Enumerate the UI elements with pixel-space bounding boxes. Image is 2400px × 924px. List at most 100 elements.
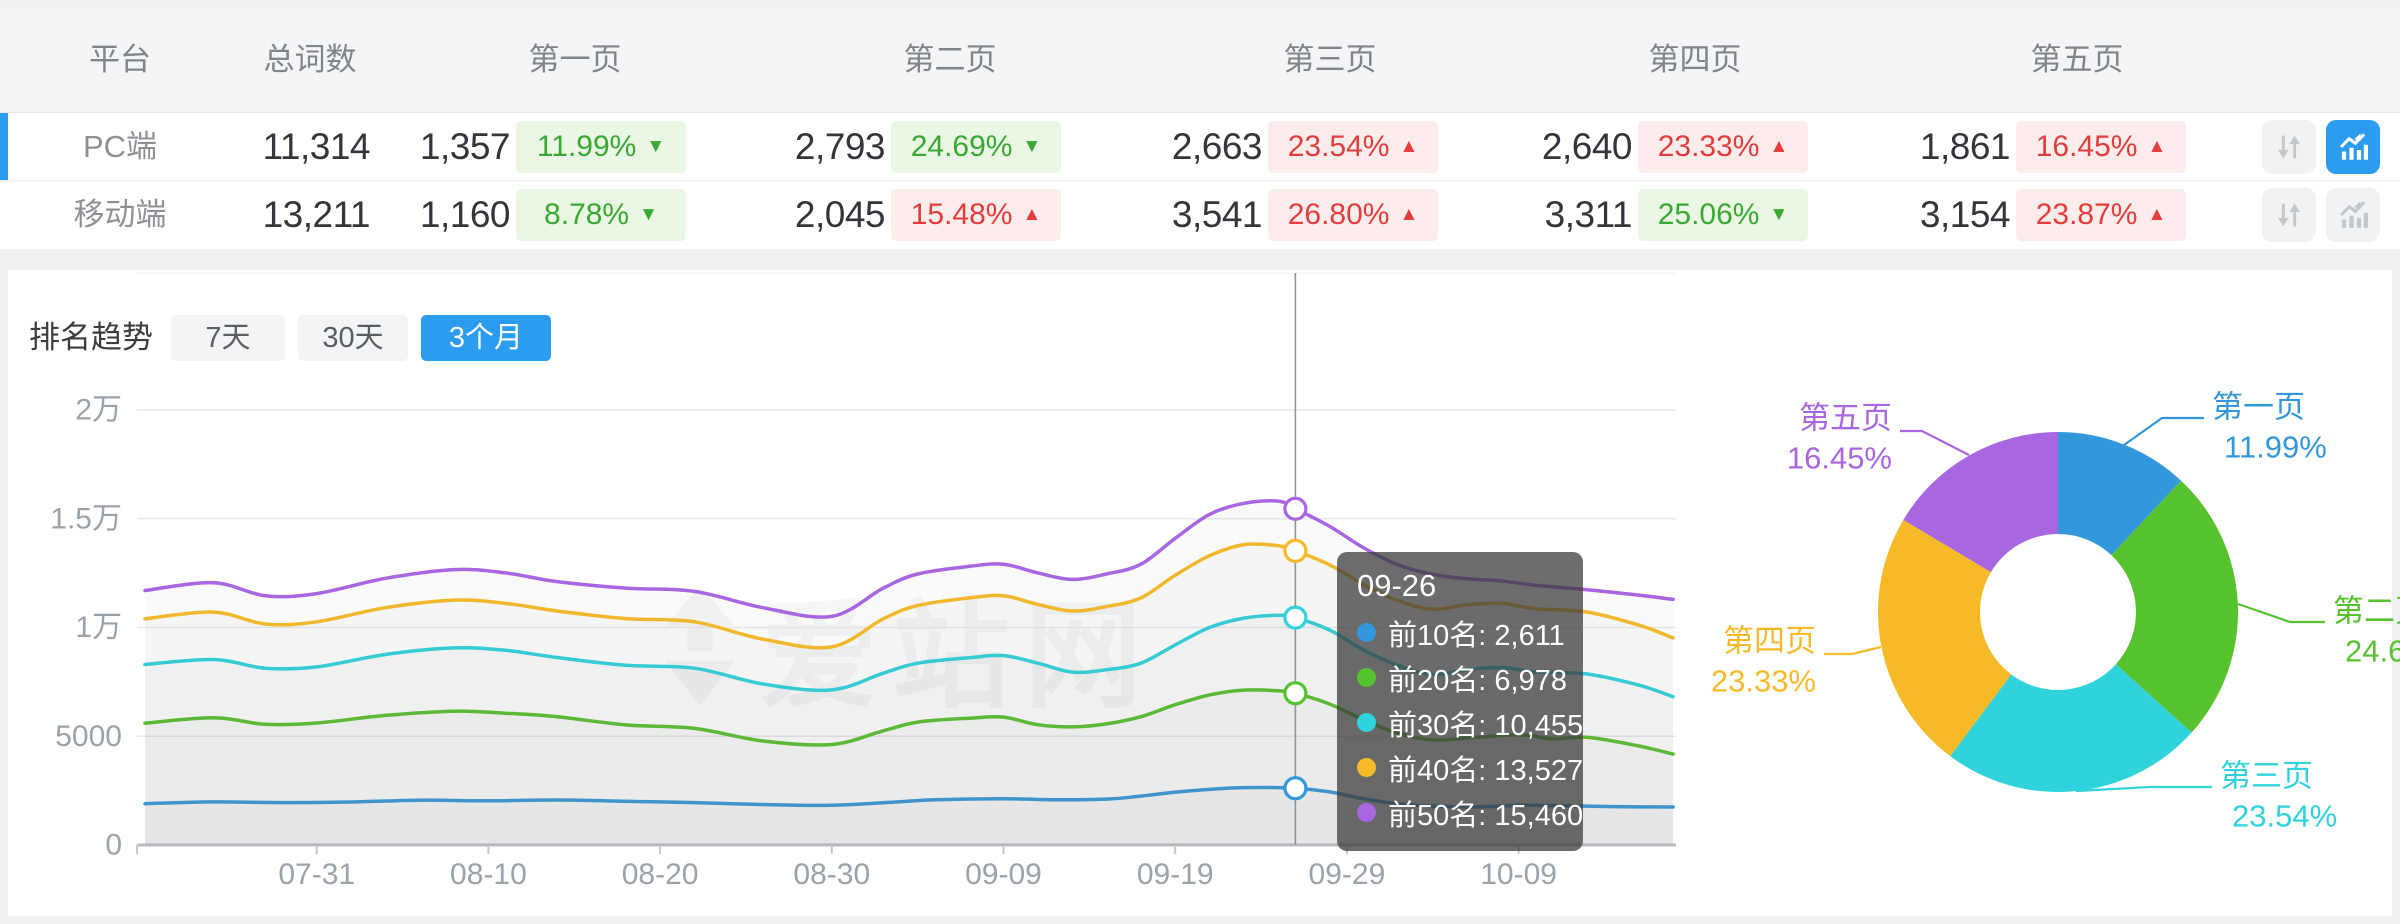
y-axis-label: 2万 — [75, 394, 122, 427]
pct-value: 25.06% — [1657, 198, 1760, 231]
donut-label-pct-第四页: 23.33% — [1711, 664, 1816, 699]
trend-area-前20名 — [145, 689, 1674, 845]
col-header-page3: 第三页 — [1283, 42, 1377, 77]
series-dot-top30 — [1357, 713, 1376, 732]
rank-summary-table: 平台 总词数 第一页 第二页 第三页 第四页 第五页 PC端 11,314 1,… — [0, 8, 2400, 249]
page2-count: 2,045 — [794, 194, 886, 235]
page3-pct-badge: 26.80% — [1268, 189, 1438, 241]
sort-arrows-button[interactable] — [2262, 120, 2316, 174]
page3-pct-badge: 23.54% — [1268, 121, 1438, 173]
pct-value: 8.78% — [544, 198, 630, 231]
tooltip-text: 前10名: 2,611 — [1388, 619, 1565, 652]
tooltip-entry: 前30名: 10,455 — [1357, 700, 1583, 745]
x-axis-label: 08-10 — [450, 858, 527, 891]
tooltip-text: 前40名: 13,527 — [1388, 754, 1584, 787]
label-line-第五页 — [1900, 429, 1970, 456]
page2-count: 2,793 — [794, 126, 886, 167]
tooltip-text: 前20名: 6,978 — [1388, 664, 1567, 697]
page3-count: 3,541 — [1171, 194, 1263, 235]
page1-pct-badge: 8.78% — [516, 189, 686, 241]
tooltip-entry: 前20名: 6,978 — [1357, 655, 1567, 700]
donut-slice-第五页 — [1903, 432, 2058, 573]
donut-label-pct-第五页: 16.45% — [1787, 441, 1892, 476]
hover-marker-前50名 — [1283, 496, 1308, 521]
page4-count: 2,640 — [1541, 126, 1633, 167]
pct-value: 16.45% — [2035, 130, 2138, 163]
tooltip-entry: 前50名: 15,460 — [1357, 790, 1583, 835]
tooltip-text: 前50名: 15,460 — [1388, 799, 1584, 832]
sort-arrows-button[interactable] — [2262, 188, 2316, 242]
hover-marker-前20名 — [1283, 681, 1308, 706]
trend-chart-icon — [2339, 201, 2368, 228]
page1-pct-badge: 11.99% — [516, 121, 686, 173]
hover-marker-前30名 — [1283, 605, 1308, 630]
donut-slice-第二页 — [2111, 480, 2238, 733]
donut-slice-第四页 — [1878, 519, 2012, 757]
donut-label-name-第四页: 第四页 — [1723, 624, 1816, 659]
page3-count: 2,663 — [1171, 126, 1263, 167]
tab-7-days[interactable]: 7天 — [171, 315, 285, 361]
show-trend-chart-button[interactable] — [2326, 188, 2380, 242]
page1-count: 1,160 — [419, 194, 511, 235]
col-header-page1: 第一页 — [528, 42, 622, 77]
donut-label-pct-第三页: 23.54% — [2232, 799, 2337, 834]
page4-pct-badge: 25.06% — [1638, 189, 1808, 241]
tooltip-text: 前30名: 10,455 — [1388, 709, 1584, 742]
tooltip-date: 09-26 — [1357, 568, 1437, 603]
tab-3-months[interactable]: 3个月 — [421, 315, 551, 361]
trend-area-前50名 — [145, 500, 1674, 845]
col-header-page2: 第二页 — [903, 42, 997, 77]
donut-label-name-第一页: 第一页 — [2212, 390, 2305, 425]
table-header-row: 平台 总词数 第一页 第二页 第三页 第四页 第五页 — [0, 8, 2400, 113]
donut-label-name-第三页: 第三页 — [2220, 759, 2313, 794]
tooltip-entry: 前10名: 2,611 — [1357, 610, 1565, 655]
pct-value: 15.48% — [910, 198, 1013, 231]
pct-value: 26.80% — [1287, 198, 1390, 231]
col-header-platform: 平台 — [89, 42, 151, 77]
page4-count: 3,311 — [1544, 194, 1633, 235]
page1-count: 1,357 — [419, 126, 511, 167]
total-words-value: 13,211 — [262, 194, 371, 235]
x-axis-label: 07-31 — [278, 858, 355, 891]
page-distribution-donut[interactable]: 第一页 11.99% 第二页 24.69% 第三页 23.54% 第四页 23.33% 第五页 1… — [1711, 390, 2400, 834]
sort-arrows-icon — [2277, 203, 2301, 227]
page5-count: 3,154 — [1919, 194, 2011, 235]
hover-marker-前10名 — [1283, 776, 1308, 801]
donut-slice-第三页 — [1950, 664, 2192, 792]
x-axis-label: 08-20 — [622, 858, 699, 891]
donut-label-name-第二页: 第二页 — [2333, 594, 2400, 629]
pct-value: 24.69% — [910, 130, 1013, 163]
platform-label: 移动端 — [73, 197, 167, 232]
total-words-value: 11,314 — [262, 126, 371, 167]
pct-value: 11.99% — [536, 130, 637, 163]
label-line-第四页 — [1824, 645, 1882, 656]
y-axis-label: 5000 — [55, 720, 122, 753]
y-axis-label: 0 — [105, 829, 122, 862]
tab-30-days[interactable]: 30天 — [298, 315, 408, 361]
col-header-total-words: 总词数 — [263, 42, 357, 77]
table-row-pc[interactable]: PC端 11,314 1,357 11.99% 2,793 24.69% 2,6… — [0, 113, 2400, 181]
y-axis-label: 1万 — [75, 611, 122, 644]
page4-pct-badge: 23.33% — [1638, 121, 1808, 173]
col-header-page4: 第四页 — [1648, 42, 1742, 77]
trend-section-title: 排名趋势 — [29, 320, 153, 355]
series-dot-top20 — [1357, 668, 1376, 687]
tooltip-entry: 前40名: 13,527 — [1357, 745, 1583, 790]
table-row-mobile[interactable]: 移动端 13,211 1,160 8.78% 2,045 15.48% 3,54… — [0, 181, 2400, 249]
show-trend-chart-button[interactable] — [2326, 120, 2380, 174]
label-line-第二页 — [2237, 602, 2325, 624]
page2-pct-badge: 15.48% — [891, 189, 1061, 241]
x-axis-label: 08-30 — [793, 858, 870, 891]
trend-chart-icon — [2339, 133, 2368, 160]
rank-trend-section: 排名趋势 7天 30天 3个月 爱站网 050001万1.5万2万07-3108… — [8, 270, 2400, 916]
pct-value: 23.54% — [1287, 130, 1390, 163]
hover-marker-前40名 — [1283, 538, 1308, 563]
x-axis-label: 09-29 — [1309, 858, 1386, 891]
label-line-第三页 — [2075, 785, 2212, 793]
donut-label-pct-第一页: 11.99% — [2224, 430, 2327, 465]
pct-value: 23.33% — [1657, 130, 1760, 163]
series-dot-top50 — [1357, 803, 1376, 822]
page5-pct-badge: 23.87% — [2016, 189, 2186, 241]
